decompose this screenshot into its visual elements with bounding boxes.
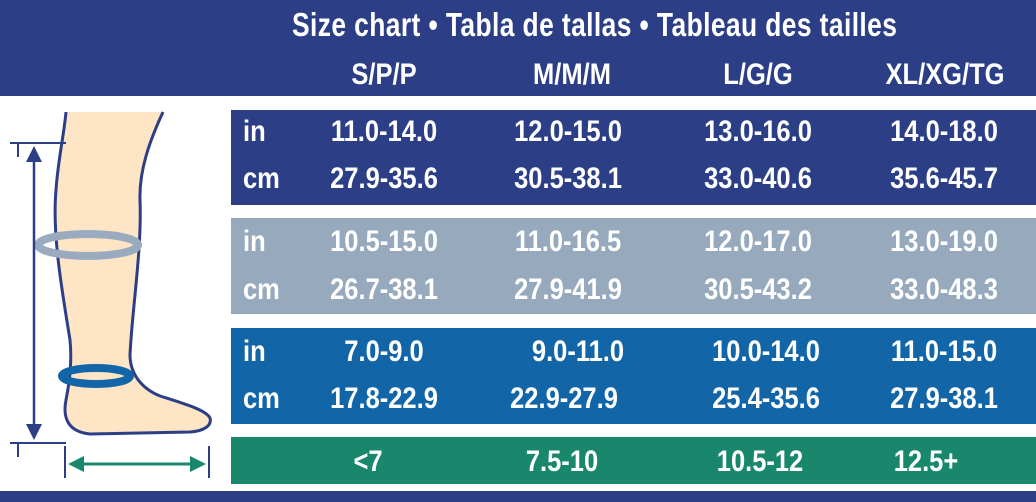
band-3 bbox=[231, 328, 1036, 424]
band2-cm-xl: 33.0-48.3 bbox=[890, 273, 998, 306]
band3-cm-xl: 27.9-38.1 bbox=[890, 382, 998, 415]
bottom-rule bbox=[0, 491, 1036, 502]
unit-cm: cm bbox=[243, 162, 280, 195]
band1-cm-m: 30.5-38.1 bbox=[514, 162, 622, 195]
band3-cm-m: 22.9-27.9 bbox=[510, 382, 618, 415]
band3-cm-s: 17.8-22.9 bbox=[330, 382, 438, 415]
header-bar bbox=[0, 0, 1036, 96]
size-header-xl: XL/XG/TG bbox=[885, 58, 1005, 91]
band-shoe bbox=[231, 437, 1036, 484]
band1-in-xl: 14.0-18.0 bbox=[890, 115, 998, 148]
band-2 bbox=[231, 218, 1036, 314]
band3-cm-l: 25.4-35.6 bbox=[712, 382, 820, 415]
chart-title: Size chart • Tabla de tallas • Tableau d… bbox=[292, 6, 898, 43]
band2-cm-m: 27.9-41.9 bbox=[514, 273, 622, 306]
unit-in: in bbox=[243, 225, 266, 258]
band3-in-m: 9.0-11.0 bbox=[531, 335, 625, 368]
band3-in-xl: 11.0-15.0 bbox=[890, 335, 998, 368]
unit-cm: cm bbox=[243, 273, 280, 306]
band1-cm-l: 33.0-40.6 bbox=[704, 162, 812, 195]
band1-cm-s: 27.9-35.6 bbox=[330, 162, 438, 195]
leg-measurement-icon bbox=[10, 111, 212, 478]
band2-cm-l: 30.5-43.2 bbox=[704, 273, 812, 306]
shoe-l: 10.5-12 bbox=[716, 445, 804, 478]
band-1 bbox=[231, 110, 1036, 205]
band2-in-xl: 13.0-19.0 bbox=[890, 225, 998, 258]
band2-in-m: 11.0-16.5 bbox=[514, 225, 622, 258]
band1-in-m: 12.0-15.0 bbox=[514, 115, 622, 148]
shoe-xl: 12.5+ bbox=[893, 445, 959, 478]
unit-in: in bbox=[243, 335, 266, 368]
band1-in-s: 11.0-14.0 bbox=[330, 115, 438, 148]
band3-in-l: 10.0-14.0 bbox=[712, 335, 820, 368]
shoe-s: <7 bbox=[353, 445, 383, 478]
band2-cm-s: 26.7-38.1 bbox=[330, 273, 438, 306]
unit-in: in bbox=[243, 115, 266, 148]
shoe-m: 7.5-10 bbox=[525, 445, 599, 478]
band2-in-l: 12.0-17.0 bbox=[704, 225, 812, 258]
band1-cm-xl: 35.6-45.7 bbox=[890, 162, 998, 195]
size-header-m: M/M/M bbox=[533, 58, 611, 91]
band1-in-l: 13.0-16.0 bbox=[704, 115, 812, 148]
size-header-s: S/P/P bbox=[351, 58, 417, 91]
size-header-l: L/G/G bbox=[723, 58, 793, 91]
unit-cm: cm bbox=[243, 382, 280, 415]
band3-in-s: 7.0-9.0 bbox=[344, 335, 424, 368]
band2-in-s: 10.5-15.0 bbox=[330, 225, 438, 258]
